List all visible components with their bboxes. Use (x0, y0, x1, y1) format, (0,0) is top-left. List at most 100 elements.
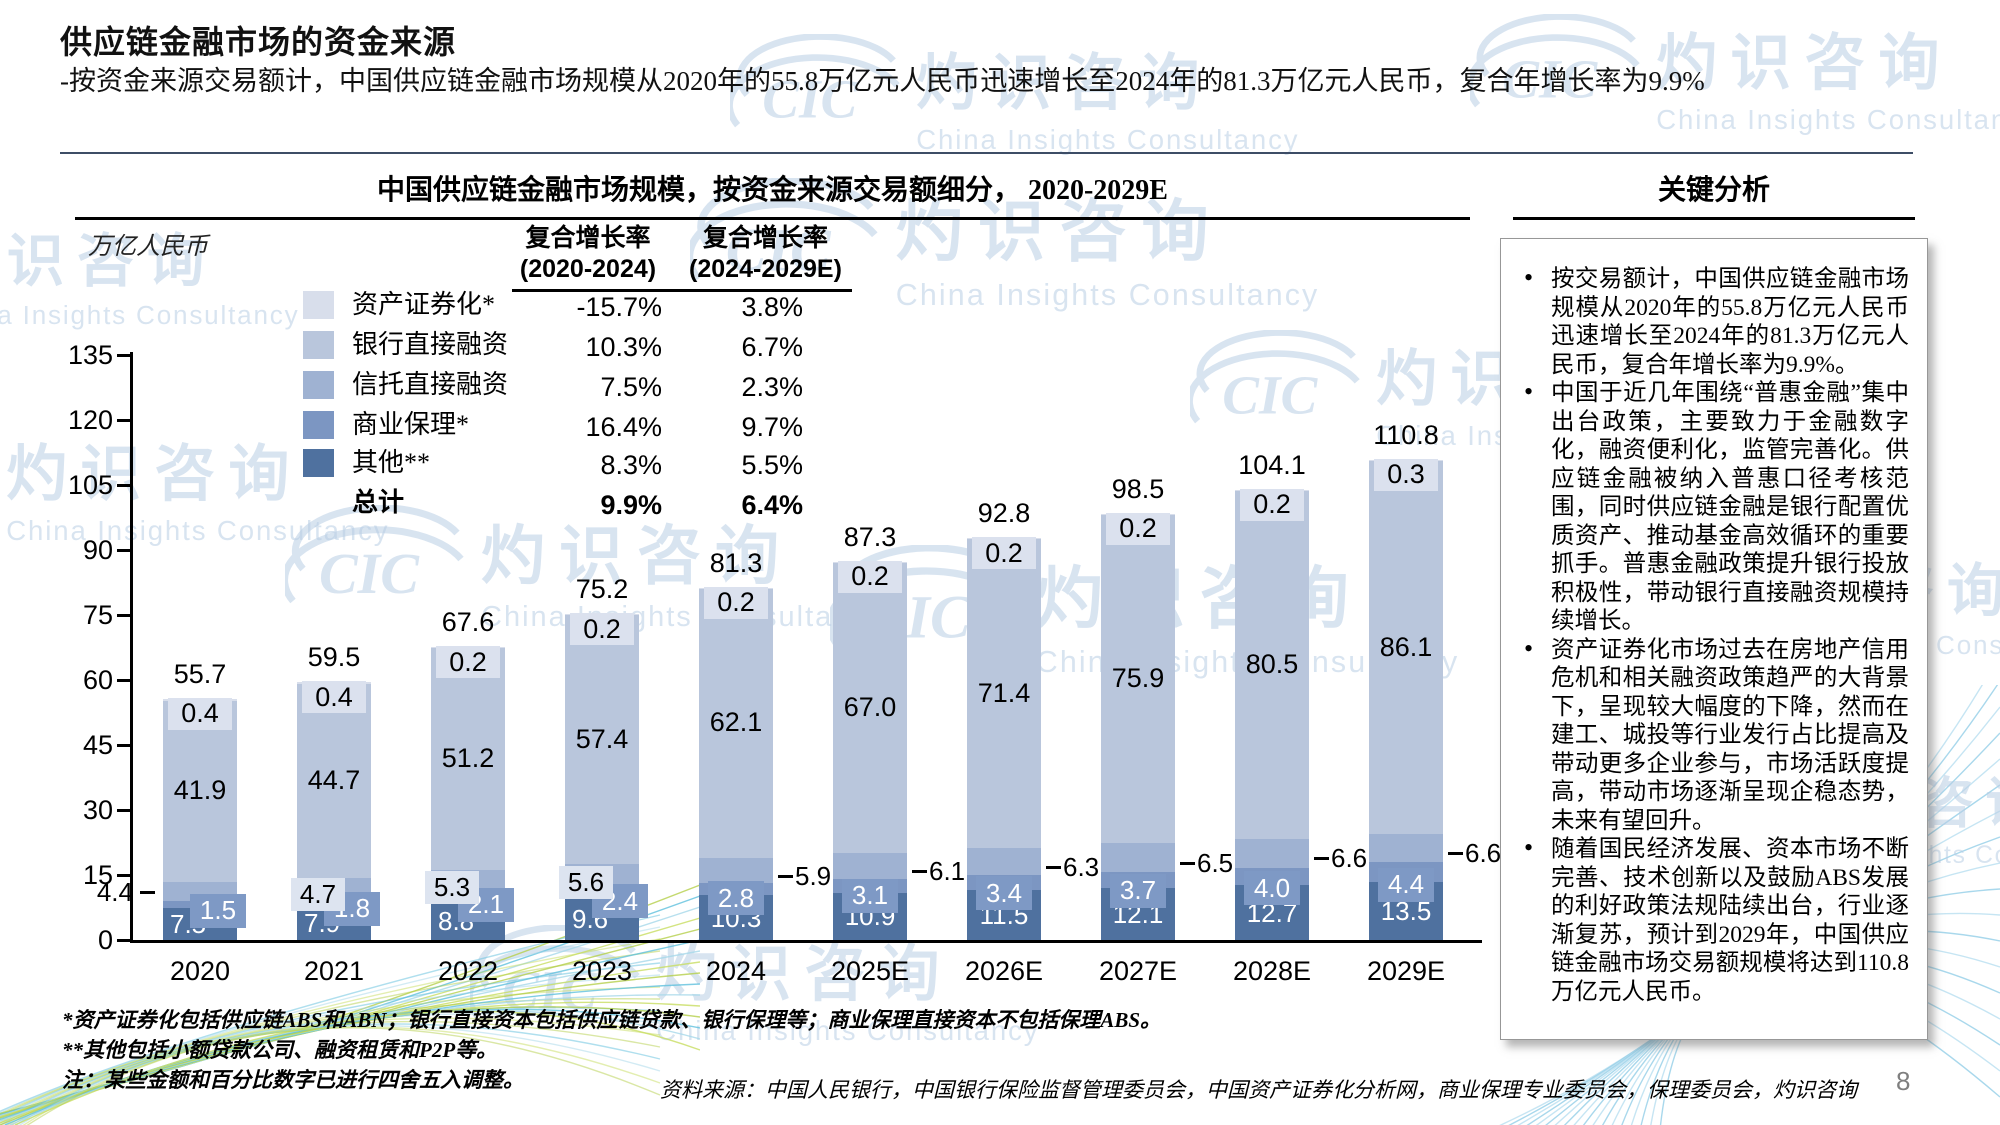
cagr-header-1b: (2020-2024) (519, 255, 657, 283)
footnote-2: **其他包括小额贷款公司、融资租赁和P2P等。 (62, 1038, 498, 1062)
bar-segment (967, 848, 1041, 876)
bar-segment (699, 588, 773, 858)
bar-segment (833, 852, 907, 880)
cagr-header-2: 复合增长率 (702, 225, 828, 252)
y-tick-mark (117, 548, 130, 552)
value-label-factoring: 3.4 (976, 876, 1032, 911)
footnote-1: *资产证券化包括供应链ABS和ABN；银行直接资本包括供应链贷款、银行保理等；商… (62, 1008, 1162, 1032)
cagr-value-2024-2029e: 6.7% (741, 332, 803, 362)
value-label-bank: 80.5 (1245, 648, 1299, 679)
value-label-trust-text: 6.6 (1331, 843, 1368, 874)
value-label-factoring: 3.1 (842, 878, 898, 913)
legend-swatch (303, 331, 334, 359)
value-label-factoring: 3.7 (1110, 873, 1166, 908)
value-label-trust-text: 6.3 (1063, 851, 1100, 882)
header-divider (60, 152, 1913, 154)
bar-segment (297, 684, 371, 878)
x-axis (130, 940, 1482, 943)
value-label-bank: 51.2 (441, 743, 495, 773)
value-label-trust-text: 6.6 (1465, 838, 1502, 869)
value-label-bank: 41.9 (173, 775, 227, 806)
total-label: 59.5 (307, 642, 361, 673)
page-number: 8 (1896, 1066, 1911, 1096)
value-label-trust: 6.5 (1180, 848, 1233, 879)
axis-unit-label: 万亿人民币 (88, 234, 208, 260)
y-tick-mark (117, 873, 130, 877)
y-tick-label: 60 (82, 665, 113, 696)
category-label: 2028E (1232, 956, 1312, 986)
cagr-value-2020-2024: 16.4% (585, 412, 662, 442)
legend-label: 资产证券化* (352, 290, 496, 319)
value-label-trust: 6.6 (1314, 843, 1367, 874)
legend-swatch (303, 291, 334, 319)
value-label-factoring: 4.4 (1378, 867, 1434, 902)
legend-label: 总计 (352, 488, 405, 517)
value-label-bank: 75.9 (1111, 663, 1165, 694)
category-label: 2025E (830, 956, 910, 986)
legend-swatch (303, 411, 334, 439)
leader-dash (912, 870, 927, 874)
value-label-trust-text: 6.1 (929, 856, 966, 887)
value-label-abs: 0.2 (704, 586, 768, 619)
cagr-value-2020-2024: 9.9% (600, 490, 662, 520)
value-label-trust-text: 5.9 (795, 860, 832, 891)
value-label-abs: 0.2 (570, 613, 634, 646)
category-label: 2026E (964, 956, 1044, 986)
legend-label: 银行直接融资 (352, 330, 509, 359)
y-tick-mark (117, 613, 130, 617)
cagr-value-2024-2029e: 9.7% (741, 412, 803, 442)
total-label: 67.6 (441, 607, 495, 638)
total-label: 92.8 (977, 498, 1031, 529)
leader-dash (778, 874, 793, 878)
value-label-factoring: 2.8 (708, 881, 764, 916)
y-tick-label: 120 (67, 405, 113, 436)
bar-segment (1369, 461, 1443, 834)
value-label-trust: 6.1 (912, 856, 965, 887)
legend-label: 信托直接融资 (352, 370, 509, 399)
cagr-header-underline (512, 289, 852, 292)
y-axis (130, 352, 133, 943)
value-label-abs: 0.2 (436, 646, 500, 679)
value-label-bank: 86.1 (1379, 631, 1433, 662)
cagr-header-1: 复合增长率 (525, 225, 651, 252)
value-label-abs: 0.4 (168, 697, 232, 730)
legend-swatch (303, 449, 334, 477)
y-tick-label: 135 (67, 340, 113, 371)
value-label-trust: 5.9 (778, 861, 831, 892)
total-label: 98.5 (1111, 473, 1165, 504)
value-label-abs: 0.4 (302, 681, 366, 714)
total-label: 81.3 (709, 547, 763, 578)
page-subtitle: -按资金来源交易额计，中国供应链金融市场规模从2020年的55.8万亿元人民币迅… (60, 66, 1705, 96)
value-label-bank: 44.7 (307, 764, 361, 795)
cagr-value-2020-2024: 8.3% (600, 450, 662, 480)
total-label: 104.1 (1238, 449, 1306, 480)
value-label-abs: 0.2 (1240, 488, 1304, 521)
bar-segment (1235, 490, 1309, 840)
value-label-abs: 0.2 (1106, 512, 1170, 545)
cagr-header-2b: (2024-2029E) (689, 255, 842, 283)
bar-segment (1101, 514, 1175, 844)
cagr-value-2020-2024: -15.7% (576, 292, 662, 322)
total-label: 110.8 (1373, 419, 1439, 450)
cagr-value-2020-2024: 10.3% (585, 332, 662, 362)
source-note: 资料来源：中国人民银行，中国银行保险监督管理委员会，中国资产证券化分析网，商业保… (660, 1078, 1857, 1102)
cagr-value-2020-2024: 7.5% (600, 372, 662, 402)
value-label-trust: 6.3 (1046, 852, 1099, 883)
leader-dash (1180, 861, 1195, 865)
y-tick-mark (117, 483, 130, 487)
chart-title: 中国供应链金融市场规模，按资金来源交易额细分， 2020-2029E (75, 168, 1470, 220)
y-tick-mark (117, 808, 130, 812)
legend-label: 商业保理* (352, 410, 470, 439)
y-tick-label: 90 (82, 535, 113, 566)
value-label-bank: 67.0 (843, 691, 897, 722)
y-tick-mark (117, 353, 130, 357)
cagr-value-2024-2029e: 5.5% (741, 450, 803, 480)
cagr-value-2024-2029e: 6.4% (741, 490, 803, 520)
legend-swatch (303, 371, 334, 399)
bar-segment (1235, 839, 1309, 868)
y-tick-mark (117, 418, 130, 422)
category-label: 2024 (705, 956, 767, 986)
y-tick-mark (117, 743, 130, 747)
bar-segment (1369, 833, 1443, 863)
